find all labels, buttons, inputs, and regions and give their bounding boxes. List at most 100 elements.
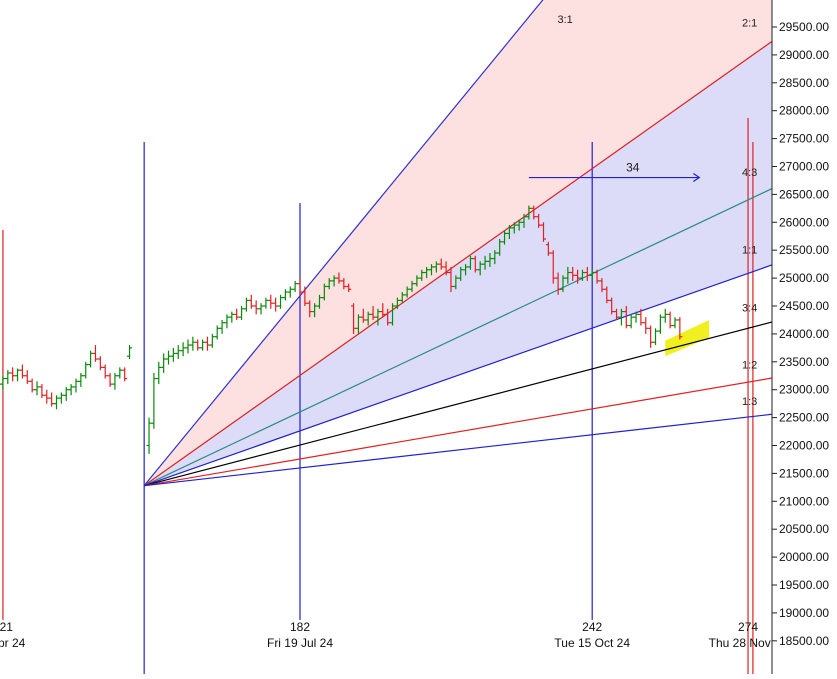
price-bar [29,378,35,393]
price-bar [151,372,157,429]
price-bar [467,255,473,270]
price-bar [399,292,405,304]
price-bar [453,275,459,290]
price-bar [107,372,113,387]
price-bar [375,308,381,326]
price-bar [677,317,683,340]
price-bar [419,269,425,281]
price-bar [34,381,40,396]
price-bar [560,275,566,293]
price-bar [287,286,293,298]
fan-fill-layer [144,0,772,486]
price-bar [385,308,391,326]
price-bar [273,297,279,312]
price-bar [63,386,69,401]
price-bar [68,384,74,396]
x-marker-bar-label: 242 [582,620,602,634]
y-axis-tick-label: 19000.00 [779,606,829,620]
price-bar [589,269,595,281]
y-axis-tick-label: 21500.00 [779,466,829,480]
fan-label-1-1: 1:1 [742,244,757,256]
price-bar [102,364,108,379]
arrow-label: 34 [626,161,640,175]
price-bar [433,261,439,273]
price-bar [638,308,644,326]
price-bar [365,311,371,326]
fan-line-1-1 [143,264,772,487]
fan-line-3-1 [143,0,544,487]
price-bar [302,286,308,306]
price-bar [351,303,357,334]
price-bar [575,269,581,284]
x-axis-label-layer: 121 2 Apr 24 182 Fri 19 Jul 24 242 Tue 15 Oct… [0,620,788,650]
price-bar [458,266,464,281]
price-bar [10,367,16,382]
price-bar [243,297,249,312]
y-axis-tick-label: 24000.00 [779,327,829,341]
price-bar [97,356,103,371]
price-bar [360,308,366,323]
price-bar [667,311,673,329]
annotation-layer: 3:1 2:1 4:3 1:1 3:4 1:2 1:3 34 [528,14,757,408]
price-bar [0,375,6,390]
price-bar [394,297,400,309]
price-bar [521,213,527,228]
y-axis-tick-label: 29000.00 [779,48,829,62]
y-axis-tick-label: 28500.00 [779,76,829,90]
price-bar [200,339,206,351]
price-bar [24,370,30,385]
price-bar [312,303,318,318]
price-bar [570,266,576,281]
price-bar [122,367,128,382]
y-axis-tick-label: 24500.00 [779,299,829,313]
fan-line-3-4 [144,321,772,487]
price-bar [623,306,629,329]
price-bar [579,269,585,281]
price-bar [346,283,352,293]
price-bar [180,342,186,357]
price-bar [472,255,478,273]
price-bar [526,205,532,220]
price-bar [487,252,493,267]
y-axis-tick-label: 27500.00 [779,132,829,146]
price-bar [380,303,386,318]
price-bar [609,297,615,315]
price-bar [229,311,235,323]
price-bar [404,286,410,298]
price-bar [204,336,210,351]
y-axis-tick-label: 22000.00 [779,439,829,453]
price-bar [511,222,517,234]
price-bar [531,205,537,220]
price-bar [316,294,322,309]
price-bar [156,361,162,385]
price-bar [492,250,498,265]
price-bar [424,266,430,279]
price-bar [258,303,264,315]
price-bar [672,317,678,329]
fan-label-3-4: 3:4 [742,302,757,314]
price-bar [633,311,639,323]
price-bar [92,345,98,362]
y-axis-tick-label: 29500.00 [779,20,829,34]
price-bar [263,297,269,309]
price-bar [506,225,512,240]
x-marker-bar-label: 121 [0,620,13,634]
price-bar [15,368,21,382]
y-axis-tick-label: 23000.00 [779,383,829,397]
price-bar [175,345,181,360]
price-bar [166,350,172,365]
price-bar [49,392,55,407]
price-bar [209,333,215,348]
price-bar [0,383,1,385]
price-bar [297,278,303,295]
price-bar [550,250,556,284]
x-marker-date-label: Tue 15 Oct 24 [554,636,630,650]
price-bar [463,264,469,276]
y-axis-tick-label: 23500.00 [779,355,829,369]
y-axis-tick-label: 27000.00 [779,160,829,174]
price-bar [341,278,347,290]
y-axis-tick-label: 22500.00 [779,411,829,425]
fan-fill-3-1-2-1 [144,0,772,486]
price-bar [88,350,94,368]
x-marker-bar-label: 274 [738,620,758,634]
